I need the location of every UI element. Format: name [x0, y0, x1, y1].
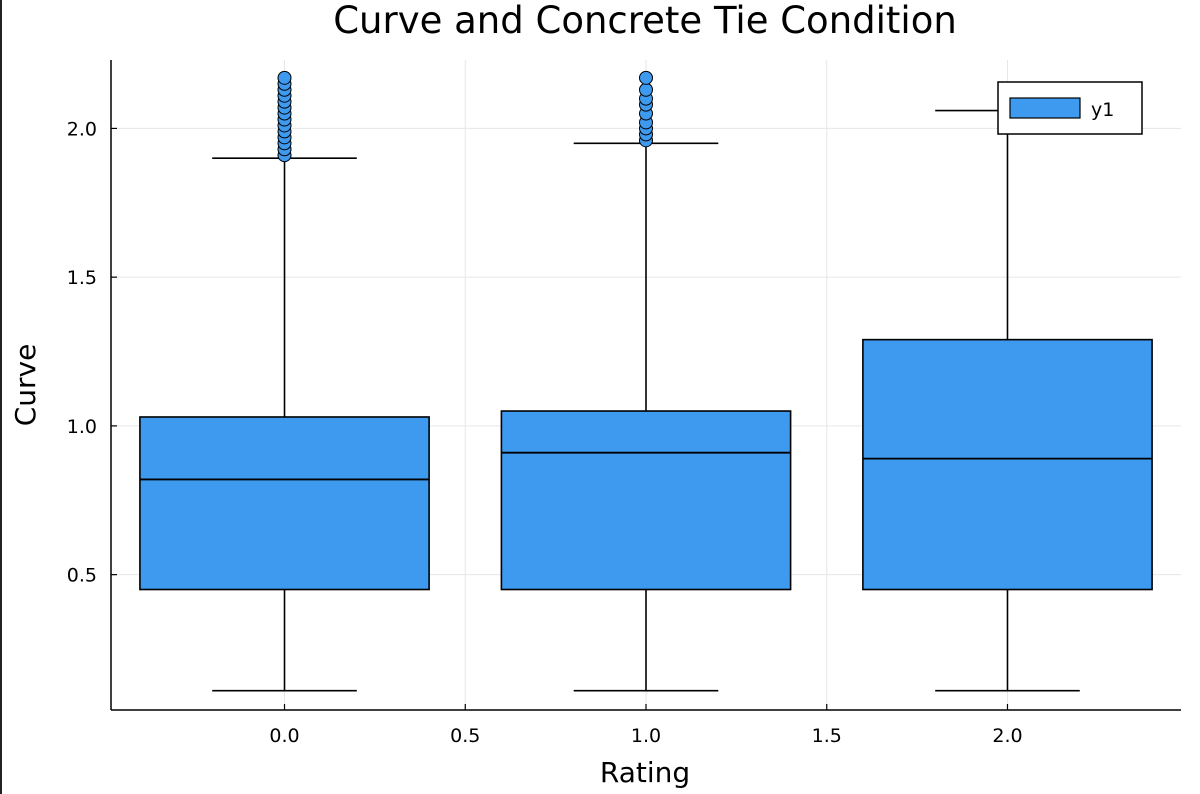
- x-axis-label: Rating: [600, 756, 690, 789]
- x-tick-label: 1.0: [631, 725, 661, 747]
- legend: y1: [997, 81, 1143, 135]
- x-tick-label: 0.0: [269, 725, 299, 747]
- tick-labels: 0.0 0.5 1.0 1.5 2.0 0.5 1.0 1.5 2.0: [67, 118, 1023, 747]
- box-iqr: [139, 416, 430, 591]
- legend-swatch: [1009, 97, 1081, 119]
- legend-label: y1: [1091, 99, 1114, 121]
- box-group: [500, 70, 792, 692]
- x-tick-label: 0.5: [450, 725, 480, 747]
- window-left-border: [0, 0, 2, 794]
- outlier-point: [639, 70, 653, 85]
- box-iqr: [862, 338, 1153, 591]
- axes: [110, 60, 1181, 711]
- y-tick-label: 2.0: [67, 118, 97, 140]
- y-tick-label: 1.5: [67, 267, 97, 289]
- x-tick-label: 1.5: [812, 725, 842, 747]
- x-tick-label: 2.0: [992, 725, 1022, 747]
- y-tick-label: 1.0: [67, 416, 97, 438]
- outlier-point: [277, 70, 292, 85]
- box-group: [139, 70, 430, 692]
- chart-title: Curve and Concrete Tie Condition: [333, 0, 957, 42]
- box-series: [139, 70, 1153, 692]
- box-group: [862, 109, 1153, 692]
- box-iqr: [500, 410, 792, 591]
- y-axis-label: Curve: [9, 344, 42, 427]
- y-tick-label: 0.5: [67, 565, 97, 587]
- outlier-point: [639, 82, 653, 97]
